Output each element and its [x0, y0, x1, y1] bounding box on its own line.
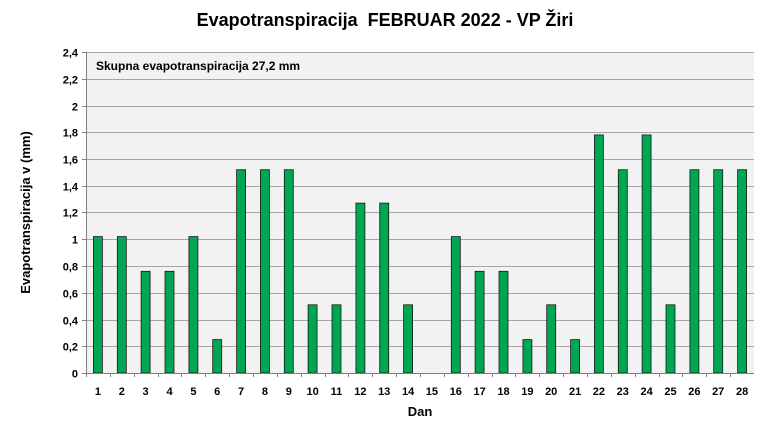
- x-tick-label: 11: [331, 386, 343, 398]
- x-tick-label: 1: [95, 386, 101, 398]
- y-tick-label: 0,8: [63, 262, 78, 274]
- x-tick-label: 21: [569, 386, 581, 398]
- x-tick-label: 22: [593, 386, 605, 398]
- bar-day-17: [474, 270, 485, 374]
- x-tick-label: 16: [450, 386, 462, 398]
- x-tick-label: 14: [402, 386, 415, 398]
- x-tick-label: 19: [521, 386, 533, 398]
- y-tick-label: 0,6: [63, 289, 78, 301]
- x-tick-label: 17: [473, 386, 485, 398]
- bar-day-18: [498, 270, 509, 374]
- chart-title: Evapotranspiracija FEBRUAR 2022 - VP Žir…: [196, 10, 574, 30]
- bar-day-28: [737, 169, 747, 374]
- x-tick-label: 27: [712, 386, 724, 398]
- y-tick-label: 1: [72, 235, 78, 247]
- bar-day-3: [140, 270, 151, 374]
- x-tick-label: 20: [545, 386, 557, 398]
- x-tick-label: 28: [736, 386, 748, 398]
- bar-day-5: [188, 236, 199, 374]
- bar-day-23: [617, 169, 628, 374]
- x-tick-label: 2: [119, 386, 125, 398]
- x-tick-label: 6: [214, 386, 220, 398]
- y-tick-label: 1,6: [63, 155, 78, 167]
- x-tick-label: 7: [238, 386, 244, 398]
- y-tick-label: 1,4: [63, 182, 79, 194]
- y-tick-label: 0: [72, 369, 78, 381]
- bar-day-24: [641, 134, 652, 374]
- y-tick-label: 2,4: [63, 48, 79, 60]
- x-tick-label: 4: [166, 386, 173, 398]
- y-axis-label: Evapotranspiracija v (mm): [18, 131, 33, 294]
- bar-day-7: [236, 169, 247, 374]
- bar-day-22: [594, 134, 604, 374]
- bar-day-25: [665, 304, 676, 374]
- bar-day-9: [283, 169, 294, 374]
- bar-day-13: [379, 202, 390, 374]
- bar-day-20: [546, 304, 557, 374]
- bar-day-19: [522, 339, 533, 374]
- bar-day-11: [331, 304, 342, 374]
- x-tick-label: 10: [306, 386, 318, 398]
- x-axis-label: Dan: [408, 404, 433, 419]
- bar-day-1: [93, 236, 103, 374]
- y-tick-label: 0,2: [63, 342, 78, 354]
- x-tick-label: 23: [617, 386, 629, 398]
- y-tick-label: 1,2: [63, 208, 78, 220]
- x-tick-label: 18: [497, 386, 509, 398]
- bar-day-12: [355, 202, 366, 374]
- y-tick-label: 2,2: [63, 75, 78, 87]
- axes: [86, 52, 754, 374]
- y-tick-label: 2: [72, 102, 78, 114]
- bar-day-2: [116, 236, 127, 374]
- x-tick-label: 15: [426, 386, 438, 398]
- bar-day-4: [164, 270, 175, 374]
- bar-day-14: [403, 304, 414, 374]
- x-tick-label: 26: [688, 386, 700, 398]
- y-tick-label: 1,8: [63, 128, 78, 140]
- bar-day-6: [212, 339, 223, 374]
- bars: [93, 134, 747, 374]
- bar-day-16: [450, 236, 461, 374]
- bar-day-26: [689, 169, 700, 374]
- x-tick-label: 3: [143, 386, 149, 398]
- y-tick-label: 0,4: [63, 316, 79, 328]
- x-tick-label: 9: [286, 386, 292, 398]
- total-annotation: Skupna evapotranspiracija 27,2 mm: [96, 59, 300, 73]
- bar-day-21: [570, 339, 580, 374]
- x-tick-label: 12: [354, 386, 366, 398]
- y-tick-labels: 0 0,2 0,4 0,6 0,8 1 1,2 1,4 1,6 1,8 2 2,2 2,4: [63, 48, 79, 381]
- x-tick-label: 25: [664, 386, 676, 398]
- bar-day-27: [713, 169, 724, 374]
- x-tick-label: 8: [262, 386, 268, 398]
- x-tick-label: 13: [378, 386, 390, 398]
- x-tick-label: 24: [640, 386, 653, 398]
- x-tick-label: 5: [190, 386, 196, 398]
- x-tick-labels: 1 2 3 4 5 6 7 8 9 10 11 12 13 14 15 16 17 18 19 20 21 22 23 24 2…: [95, 386, 748, 398]
- bar-day-10: [307, 304, 318, 374]
- bar-day-8: [259, 169, 270, 374]
